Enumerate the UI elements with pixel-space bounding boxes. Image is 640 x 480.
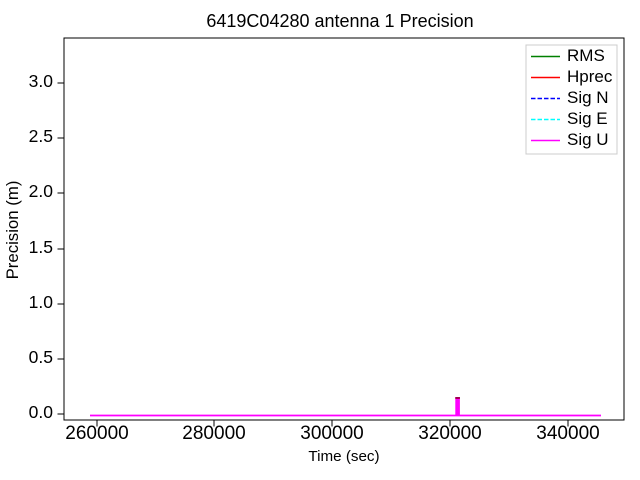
svg-text:Precision (m): Precision (m) bbox=[3, 181, 22, 280]
svg-text:1.5: 1.5 bbox=[29, 237, 53, 257]
svg-text:340000: 340000 bbox=[536, 423, 599, 444]
svg-text:RMS: RMS bbox=[567, 46, 605, 65]
svg-text:2.5: 2.5 bbox=[29, 126, 53, 146]
svg-text:1.0: 1.0 bbox=[29, 292, 54, 312]
svg-text:6419C04280 antenna 1 Precision: 6419C04280 antenna 1 Precision bbox=[206, 11, 473, 31]
svg-text:320000: 320000 bbox=[418, 423, 481, 444]
svg-text:3.0: 3.0 bbox=[29, 71, 54, 91]
svg-text:300000: 300000 bbox=[300, 423, 363, 444]
svg-text:0.5: 0.5 bbox=[29, 347, 53, 367]
svg-text:Sig E: Sig E bbox=[567, 109, 608, 128]
svg-text:Time (sec): Time (sec) bbox=[308, 448, 379, 465]
svg-text:0.0: 0.0 bbox=[29, 402, 54, 422]
svg-text:260000: 260000 bbox=[65, 423, 128, 444]
svg-text:Hprec: Hprec bbox=[567, 67, 613, 86]
svg-text:280000: 280000 bbox=[182, 423, 245, 444]
svg-text:Sig U: Sig U bbox=[567, 130, 609, 149]
svg-text:Sig N: Sig N bbox=[567, 88, 609, 107]
svg-text:2.0: 2.0 bbox=[29, 181, 54, 201]
